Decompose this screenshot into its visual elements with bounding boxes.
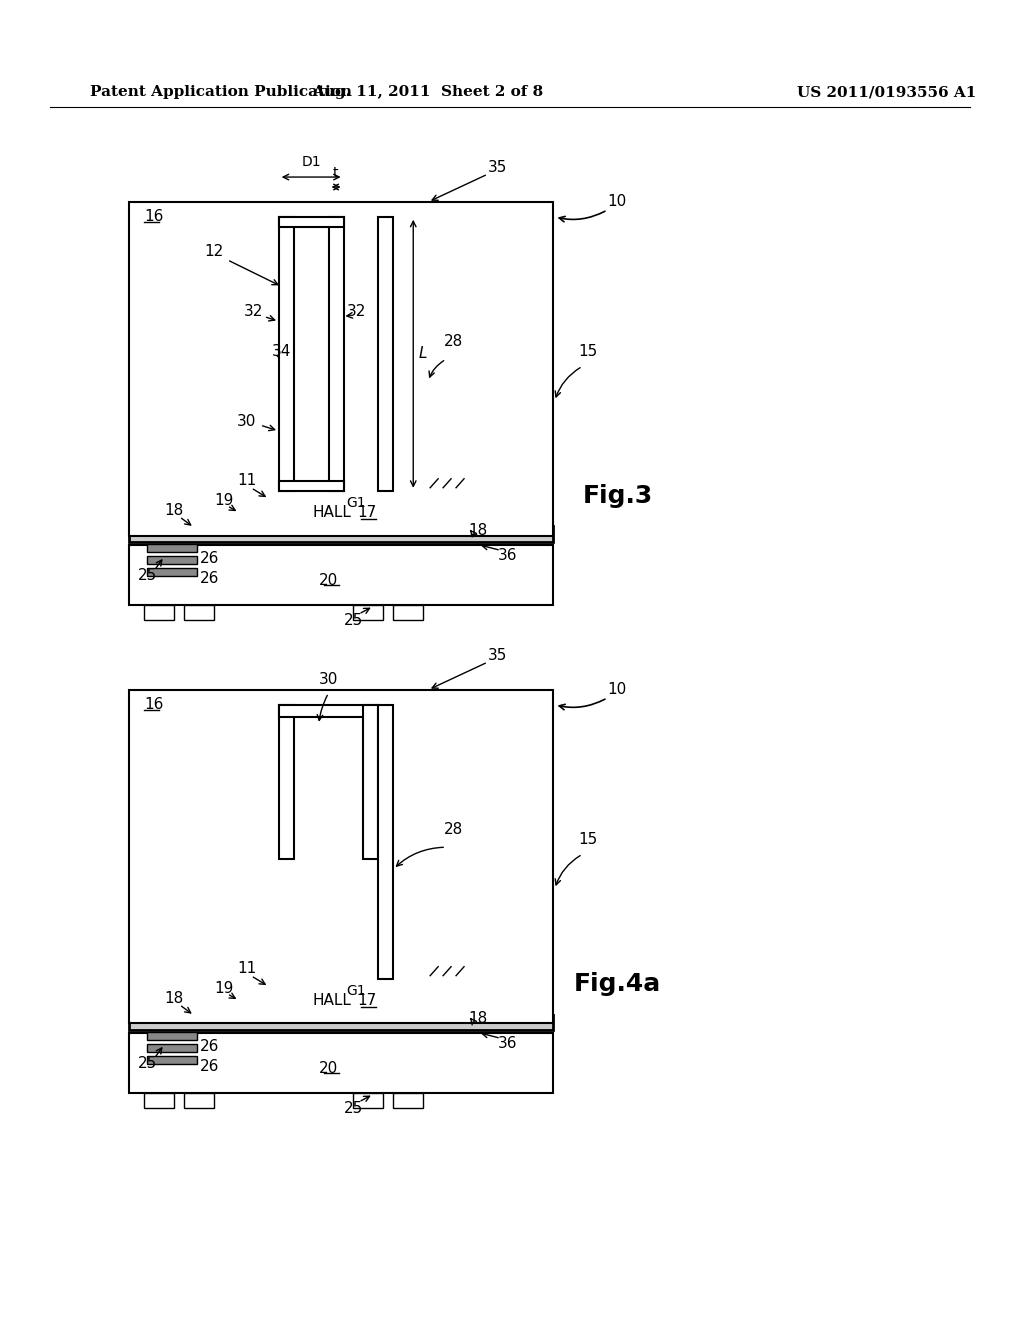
- Bar: [147, 1056, 198, 1064]
- Bar: [184, 1093, 214, 1107]
- Bar: [279, 480, 343, 491]
- Text: 34: 34: [272, 343, 292, 359]
- Bar: [279, 216, 343, 227]
- Bar: [144, 1093, 174, 1107]
- Bar: [147, 557, 198, 565]
- Bar: [279, 705, 379, 717]
- Text: G1: G1: [347, 983, 367, 998]
- Text: 12: 12: [205, 244, 223, 259]
- Text: 19: 19: [214, 981, 233, 997]
- Text: 18: 18: [468, 1011, 487, 1026]
- Text: Aug. 11, 2011  Sheet 2 of 8: Aug. 11, 2011 Sheet 2 of 8: [312, 86, 544, 99]
- Text: G1: G1: [347, 496, 367, 510]
- Bar: [393, 606, 423, 620]
- Bar: [379, 705, 393, 978]
- Text: 35: 35: [488, 648, 508, 663]
- Text: 30: 30: [238, 413, 257, 429]
- Text: 20: 20: [319, 1061, 338, 1076]
- Text: 30: 30: [318, 672, 338, 688]
- Text: HALL: HALL: [312, 506, 351, 520]
- Text: 26: 26: [200, 570, 219, 586]
- Text: 11: 11: [238, 474, 257, 488]
- Bar: [129, 545, 553, 606]
- Text: 15: 15: [578, 343, 597, 359]
- Text: 36: 36: [498, 1036, 517, 1051]
- Text: t: t: [333, 166, 338, 180]
- Text: 10: 10: [608, 194, 627, 210]
- Bar: [247, 989, 446, 1014]
- Text: 26: 26: [200, 1059, 219, 1073]
- Text: 18: 18: [165, 991, 184, 1006]
- Text: 35: 35: [488, 160, 508, 174]
- Bar: [147, 1044, 198, 1052]
- Bar: [247, 500, 446, 525]
- Text: D1: D1: [301, 154, 321, 169]
- Text: 10: 10: [608, 682, 627, 697]
- Text: Fig.4a: Fig.4a: [573, 972, 662, 995]
- Text: 20: 20: [319, 573, 338, 587]
- Bar: [364, 705, 379, 859]
- Text: 28: 28: [443, 822, 463, 837]
- Bar: [279, 705, 294, 859]
- Text: 25: 25: [138, 568, 157, 583]
- Text: 16: 16: [144, 697, 164, 713]
- Bar: [129, 1015, 553, 1031]
- Text: 25: 25: [344, 612, 364, 628]
- Bar: [279, 216, 294, 491]
- Text: 25: 25: [344, 1101, 364, 1115]
- Text: 17: 17: [356, 993, 376, 1008]
- Text: 17: 17: [356, 506, 376, 520]
- Bar: [147, 544, 198, 553]
- Text: 25: 25: [138, 1056, 157, 1071]
- Text: 15: 15: [578, 832, 597, 846]
- Bar: [147, 1032, 198, 1040]
- Text: Patent Application Publication: Patent Application Publication: [90, 86, 351, 99]
- Text: 28: 28: [443, 334, 463, 348]
- Bar: [129, 690, 553, 1023]
- Text: 19: 19: [214, 494, 233, 508]
- Bar: [379, 216, 393, 491]
- Text: Fig.3: Fig.3: [583, 483, 652, 508]
- Text: 16: 16: [144, 210, 164, 224]
- Text: US 2011/0193556 A1: US 2011/0193556 A1: [797, 86, 976, 99]
- Text: 26: 26: [200, 550, 219, 566]
- Bar: [329, 216, 343, 491]
- Bar: [144, 606, 174, 620]
- Text: 32: 32: [347, 304, 367, 319]
- Bar: [353, 606, 383, 620]
- Bar: [393, 1093, 423, 1107]
- Bar: [129, 525, 553, 543]
- Text: 18: 18: [165, 503, 184, 519]
- Bar: [184, 606, 214, 620]
- Bar: [353, 1093, 383, 1107]
- Text: HALL: HALL: [312, 993, 351, 1008]
- Text: L: L: [418, 346, 427, 362]
- Bar: [129, 1034, 553, 1093]
- Text: 26: 26: [200, 1039, 219, 1053]
- Text: 11: 11: [238, 961, 257, 977]
- Text: 32: 32: [245, 304, 263, 319]
- Bar: [147, 569, 198, 577]
- Text: 36: 36: [498, 548, 517, 562]
- Text: 18: 18: [468, 523, 487, 539]
- Bar: [129, 202, 553, 536]
